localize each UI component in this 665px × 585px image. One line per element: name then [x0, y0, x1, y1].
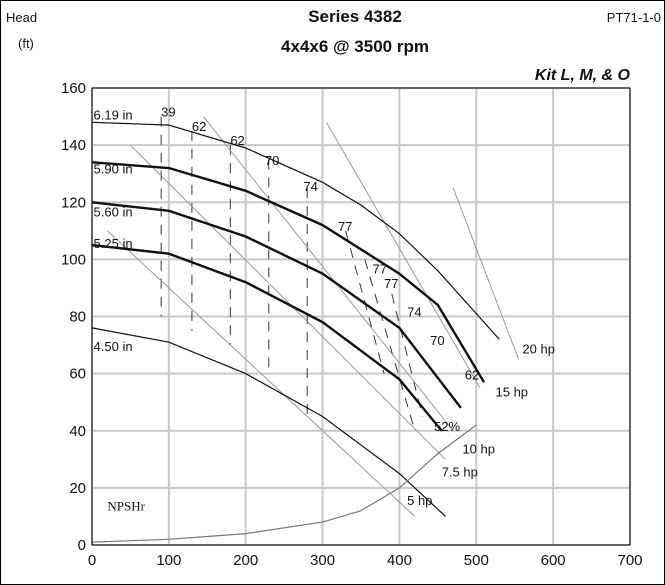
efficiency-label: 62	[192, 119, 206, 134]
efficiency-label: 62	[230, 133, 244, 148]
impeller-label: 5.25 in	[94, 236, 133, 251]
impeller-label: 6.19 in	[94, 107, 133, 122]
efficiency-label: 70	[430, 333, 444, 348]
efficiency-label: 77	[338, 219, 352, 234]
head-label: Head	[6, 10, 37, 25]
y-tick-label: 120	[61, 194, 86, 211]
series-title: Series 4382	[308, 7, 402, 26]
hp-line	[107, 230, 416, 517]
efficiency-label: 77	[384, 276, 398, 291]
kit-label: Kit L, M, & O	[535, 67, 631, 84]
efficiency-label: 74	[303, 179, 317, 194]
efficiency-contours	[160, 116, 423, 431]
horsepower-lines	[107, 116, 520, 517]
hp-label: 20 hp	[522, 342, 555, 357]
x-tick-label: 700	[617, 552, 642, 569]
hp-label: 10 hp	[462, 442, 495, 457]
impeller-label: 5.60 in	[94, 205, 133, 220]
x-tick-label: 500	[464, 552, 489, 569]
x-tick-label: 200	[233, 552, 258, 569]
y-tick-label: 60	[69, 366, 86, 383]
efficiency-label: 70	[265, 153, 279, 168]
efficiency-label: 77	[373, 262, 387, 277]
hp-label: 5 hp	[407, 493, 432, 508]
y-axis-ticks: 0 20 40 60 80 100 120 140 160	[61, 80, 86, 554]
efficiency-label: 74	[407, 305, 421, 320]
x-axis-ticks: 0 100 200 300 400 500 600 700	[88, 552, 643, 569]
npsh-label: NPSHr	[107, 499, 145, 514]
hp-line	[452, 187, 520, 360]
impeller-curve	[91, 121, 500, 340]
y-tick-label: 20	[69, 480, 86, 497]
y-tick-label: 100	[61, 251, 86, 268]
impeller-label: 5.90 in	[94, 162, 133, 177]
efficiency-label: 52%	[434, 419, 460, 434]
x-tick-label: 600	[541, 552, 566, 569]
y-tick-label: 140	[61, 137, 86, 154]
x-tick-label: 100	[156, 552, 181, 569]
npsh-curve	[91, 424, 477, 543]
efficiency-contour	[364, 259, 416, 431]
efficiency-contour	[391, 293, 423, 417]
hp-line	[325, 122, 481, 389]
model-title: 4x4x6 @ 3500 rpm	[281, 37, 429, 56]
impeller-curve	[91, 201, 462, 409]
y-tick-label: 0	[78, 537, 86, 554]
chart-code: PT71-1-0	[607, 10, 661, 25]
y-tick-label: 160	[61, 80, 86, 97]
hp-label: 15 hp	[496, 384, 529, 399]
hp-line	[130, 144, 446, 460]
hp-line	[203, 116, 454, 432]
curve-labels: 20 hp 15 hp 10 hp 7.5 hp 5 hp 6.19 in 5.90 in 5…	[94, 105, 555, 514]
impeller-curve	[91, 243, 443, 432]
impeller-label: 4.50 in	[94, 339, 133, 354]
x-tick-label: 300	[310, 552, 335, 569]
npsh-curve-line	[91, 424, 477, 543]
units-label: (ft)	[18, 36, 34, 51]
efficiency-label: 39	[161, 105, 175, 120]
y-tick-label: 80	[69, 309, 86, 326]
efficiency-label: 62	[465, 367, 479, 382]
hp-label: 7.5 hp	[442, 464, 478, 479]
plot-frame	[91, 87, 631, 546]
impeller-curve	[91, 161, 486, 383]
y-tick-label: 40	[69, 423, 86, 440]
x-tick-label: 0	[88, 552, 96, 569]
x-tick-label: 400	[387, 552, 412, 569]
